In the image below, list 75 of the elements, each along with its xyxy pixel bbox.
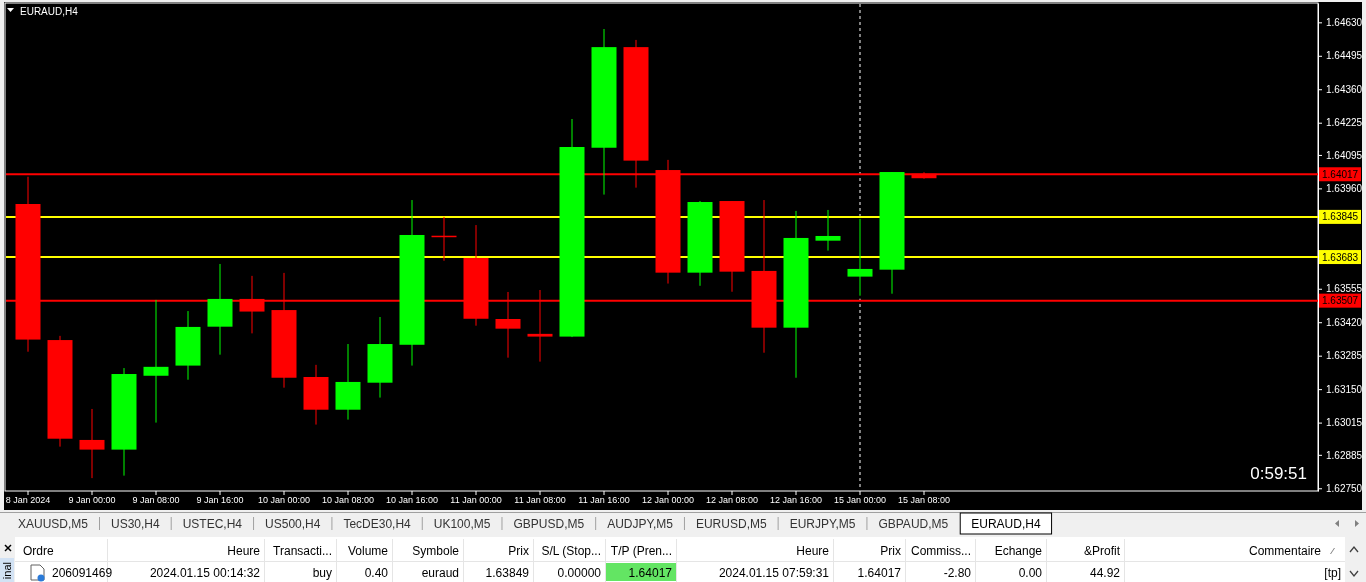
y-tick-label: 1.64630 — [1326, 17, 1363, 29]
text: GBPUSD,M5 — [513, 517, 585, 531]
ref-line-label: 1.63507 — [1322, 295, 1359, 307]
text: 2024.01.15 07:59:31 — [718, 566, 829, 580]
category-label: Volume — [347, 544, 389, 558]
x-tick-label: 12 Jan 08:00 — [705, 495, 759, 505]
y-tick-label: 1.62885 — [1326, 449, 1363, 461]
category-label: Heure — [227, 544, 261, 558]
category-label: Transacti... — [273, 544, 332, 558]
text: EURAUD,H4 — [971, 517, 1041, 531]
text: 1.64017 — [628, 566, 672, 580]
category-label: Echange — [994, 544, 1043, 558]
text: 1.63849 — [485, 566, 529, 580]
text: 1.64017 — [857, 566, 901, 580]
x-tick-label: 15 Jan 00:00 — [833, 495, 887, 505]
x-tick-label: 15 Jan 08:00 — [897, 495, 951, 505]
y-tick-label: 1.63015 — [1326, 417, 1363, 429]
text: 0.00000 — [557, 566, 601, 580]
text: euraud — [421, 566, 459, 580]
y-tick-label: 1.63960 — [1326, 183, 1363, 195]
x-tick-label: 12 Jan 00:00 — [641, 495, 695, 505]
y-tick-label: 1.63555 — [1326, 283, 1363, 295]
category-label: Heure — [796, 544, 830, 558]
text: TecDE30,H4 — [343, 517, 412, 531]
category-label: S/L (Stop... — [541, 544, 601, 558]
text: US500,H4 — [265, 517, 321, 531]
text: 0.00 — [1018, 566, 1042, 580]
category-label: T/P (Pren... — [610, 544, 672, 558]
category-label: Prix — [880, 544, 901, 558]
text: UK100,M5 — [433, 517, 491, 531]
y-tick-label: 1.63420 — [1326, 316, 1363, 328]
text: EURUSD,M5 — [695, 517, 767, 531]
category-label: Ordre — [23, 544, 54, 558]
chart-title: EURAUD,H4 — [20, 6, 79, 17]
x-tick-label: 9 Jan 08:00 — [132, 495, 180, 505]
text: EURJPY,M5 — [789, 517, 856, 531]
y-tick-label: 1.64360 — [1326, 83, 1363, 95]
text: US30,H4 — [111, 517, 161, 531]
x-tick-label: 11 Jan 16:00 — [578, 495, 630, 505]
ref-line-label: 1.63683 — [1322, 251, 1359, 263]
y-tick-label: 1.64225 — [1326, 117, 1363, 129]
y-tick-label: 1.63150 — [1326, 383, 1363, 395]
x-tick-label: 9 Jan 00:00 — [68, 495, 116, 505]
text: 2024.01.15 00:14:32 — [149, 566, 260, 580]
category-label: Commiss... — [911, 544, 971, 558]
category-label: &Profit — [1083, 544, 1121, 558]
x-tick-label: 11 Jan 08:00 — [514, 495, 566, 505]
text: -2.80 — [943, 566, 971, 580]
category-label: Prix — [508, 544, 529, 558]
text: USTEC,H4 — [182, 517, 243, 531]
y-tick-label: 1.62750 — [1326, 482, 1363, 494]
category-label: Commentaire — [1248, 544, 1322, 558]
text: 44.92 — [1089, 566, 1120, 580]
x-tick-label: 9 Jan 16:00 — [196, 495, 244, 505]
text: buy — [312, 566, 332, 580]
y-tick-label: 1.63285 — [1326, 350, 1363, 362]
text: XAUUSD,M5 — [18, 517, 89, 531]
x-tick-label: 10 Jan 16:00 — [385, 495, 439, 505]
x-tick-label: 10 Jan 08:00 — [321, 495, 375, 505]
x-tick-label: 12 Jan 16:00 — [769, 495, 823, 505]
text: GBPAUD,M5 — [878, 517, 949, 531]
annotation: 0:59:51 — [1250, 464, 1307, 483]
text: 0.40 — [364, 566, 388, 580]
text: AUDJPY,M5 — [607, 517, 674, 531]
text: [tp] — [1324, 566, 1341, 580]
y-tick-label: 1.64495 — [1326, 50, 1363, 62]
text: inal — [1, 562, 13, 580]
category-label: Symbole — [412, 544, 460, 558]
x-tick-label: 10 Jan 00:00 — [257, 495, 311, 505]
ref-line-label: 1.64017 — [1322, 168, 1359, 180]
x-tick-label: 8 Jan 2024 — [5, 495, 51, 505]
text: 206091469 — [52, 566, 113, 580]
x-tick-label: 11 Jan 00:00 — [450, 495, 502, 505]
ref-line-label: 1.63845 — [1322, 211, 1359, 223]
y-tick-label: 1.64095 — [1326, 149, 1363, 161]
